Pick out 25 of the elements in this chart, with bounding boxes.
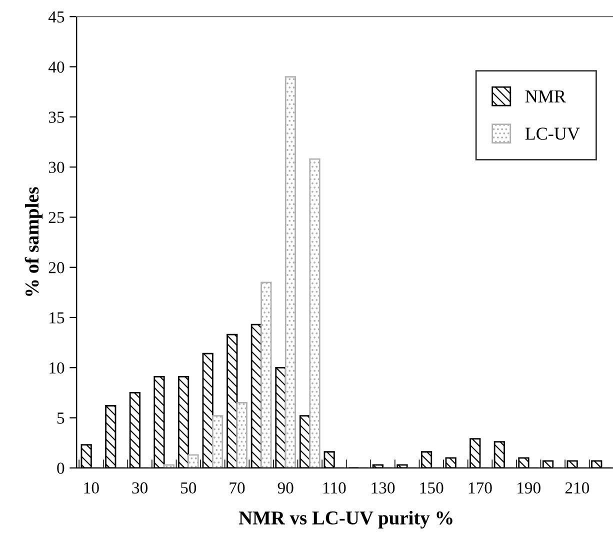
x-tick-label: 70 <box>230 482 245 494</box>
x-tick-label: 30 <box>132 482 148 494</box>
x-tick-label: 130 <box>372 482 395 494</box>
legend-label: LC-UV <box>525 128 580 140</box>
x-tick-label: 190 <box>518 482 540 494</box>
x-tick-label: 10 <box>84 482 99 494</box>
y-tick-label: 40 <box>48 61 64 73</box>
y-tick-label: 20 <box>48 262 64 274</box>
x-axis-title: NMR vs LC-UV purity % <box>238 510 452 529</box>
x-tick-label: 50 <box>181 482 196 494</box>
x-tick-label: 210 <box>565 482 590 494</box>
y-tick-label: 45 <box>48 11 64 23</box>
y-tick-label: 0 <box>57 462 64 474</box>
x-tick-label: 110 <box>323 482 346 494</box>
legend-label: NMR <box>525 90 566 102</box>
y-tick-label: 25 <box>48 212 64 224</box>
y-tick-label: 35 <box>48 112 64 123</box>
y-tick-label: 30 <box>48 162 64 173</box>
y-axis-title: % of samples <box>24 187 43 296</box>
y-tick-label: 15 <box>50 312 64 324</box>
y-tick-label: 5 <box>57 412 64 424</box>
x-tick-label: 150 <box>420 482 444 494</box>
x-tick-label: 170 <box>468 482 492 494</box>
y-tick-label: 10 <box>50 362 64 374</box>
x-tick-label: 90 <box>278 482 294 494</box>
